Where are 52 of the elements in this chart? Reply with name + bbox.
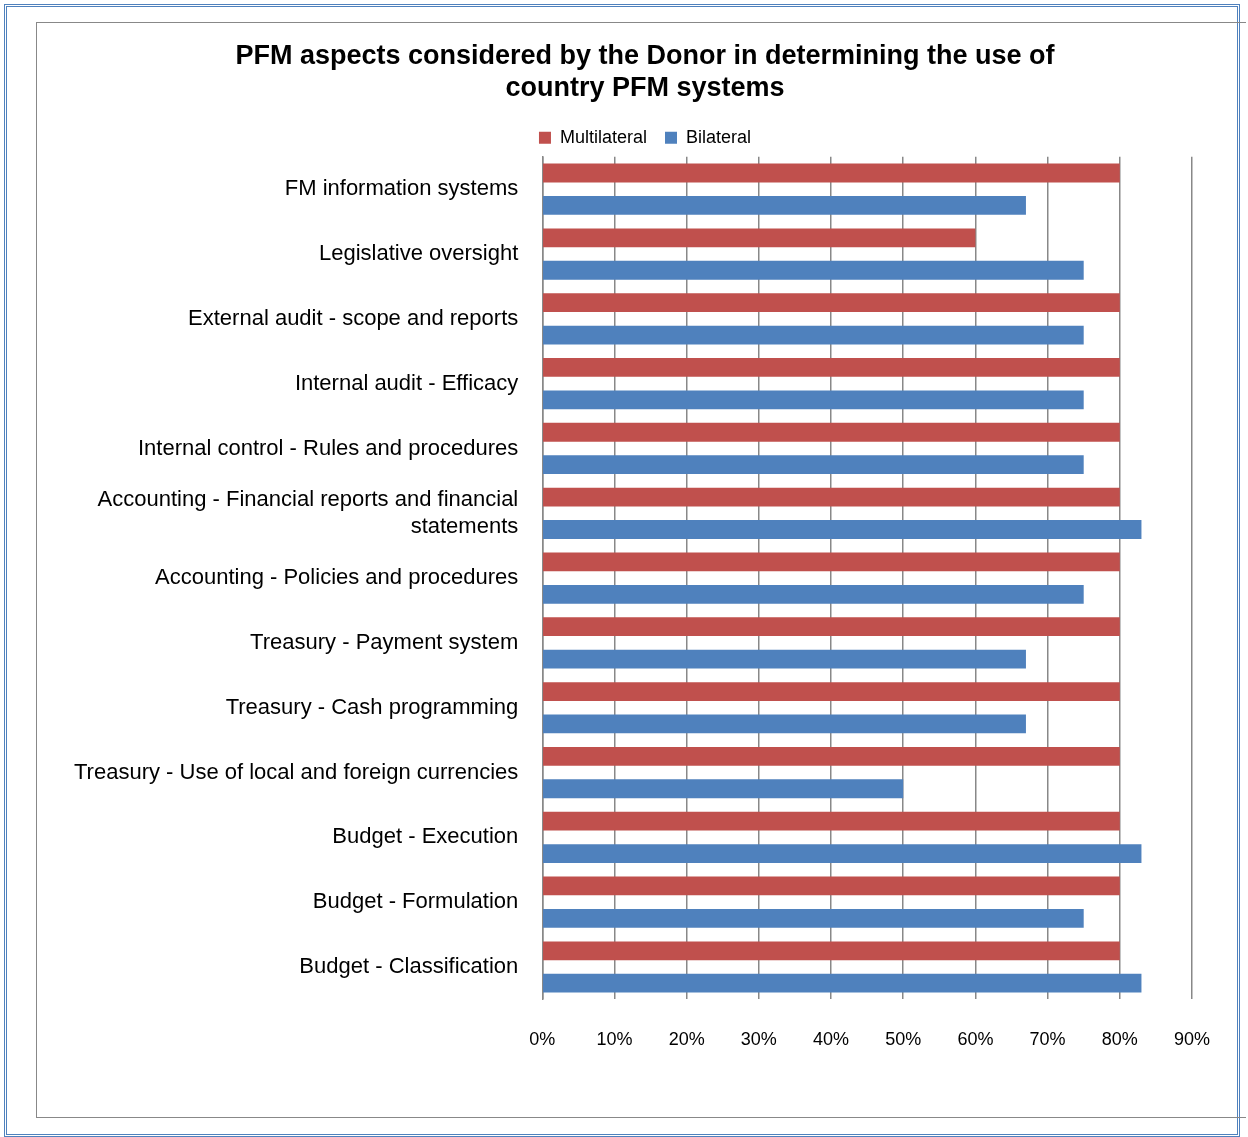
x-tick-label: 50% [885, 1029, 922, 1050]
x-tick-label: 10% [596, 1029, 633, 1050]
x-tick-label: 60% [957, 1029, 994, 1050]
y-tick-label: Accounting - Financial reports and financial statements [97, 486, 519, 538]
x-tick-label: 0% [529, 1029, 556, 1050]
bar [543, 714, 1026, 734]
bar [543, 973, 1142, 993]
bar [543, 552, 1120, 572]
y-tick-label: Budget - Formulation [312, 888, 519, 914]
bar [543, 390, 1084, 410]
bar [543, 455, 1084, 475]
bar [543, 487, 1120, 507]
bar [543, 325, 1084, 345]
y-tick-label: Treasury - Payment system [250, 628, 519, 654]
y-tick-label: FM information systems [284, 175, 519, 201]
y-tick-label: Legislative oversight [318, 240, 519, 266]
x-tick-label: 90% [1173, 1029, 1210, 1050]
bar [543, 876, 1120, 896]
x-tick-label: 70% [1029, 1029, 1066, 1050]
bar [543, 520, 1142, 539]
bar [543, 617, 1120, 637]
x-tick-label: 40% [813, 1029, 850, 1050]
bar [543, 844, 1142, 863]
bar [543, 293, 1120, 313]
y-tick-label: External audit - scope and reports [188, 304, 519, 330]
bar [543, 811, 1120, 831]
bar [543, 358, 1120, 377]
bar [543, 584, 1084, 604]
chart-title: PFM aspects considered by the Donor in determining the use of country PFM systems [235, 39, 1056, 103]
bar [543, 649, 1026, 669]
y-tick-label: Internal control - Rules and procedures [137, 434, 519, 460]
bar [543, 779, 904, 799]
y-tick-label: Treasury - Use of local and foreign currencies [74, 758, 519, 784]
y-tick-label: Accounting - Policies and procedures [155, 564, 519, 590]
bar [543, 196, 1026, 215]
bar [543, 422, 1120, 442]
y-tick-label: Internal audit - Efficacy [294, 369, 519, 395]
y-tick-label: Treasury - Cash programming [225, 693, 519, 719]
bar [543, 908, 1084, 928]
bar [543, 746, 1120, 766]
bar [543, 260, 1084, 280]
y-tick-label: Budget - Execution [332, 823, 519, 849]
legend-label: Bilateral [686, 126, 752, 147]
bar [543, 941, 1120, 961]
bar [543, 682, 1120, 701]
bar [543, 228, 976, 248]
legend-label: Multilateral [559, 126, 647, 147]
bar [543, 163, 1120, 183]
x-tick-label: 20% [668, 1029, 705, 1050]
y-tick-label: Budget - Classification [299, 953, 519, 979]
x-tick-label: 80% [1101, 1029, 1138, 1050]
x-tick-label: 30% [740, 1029, 777, 1050]
